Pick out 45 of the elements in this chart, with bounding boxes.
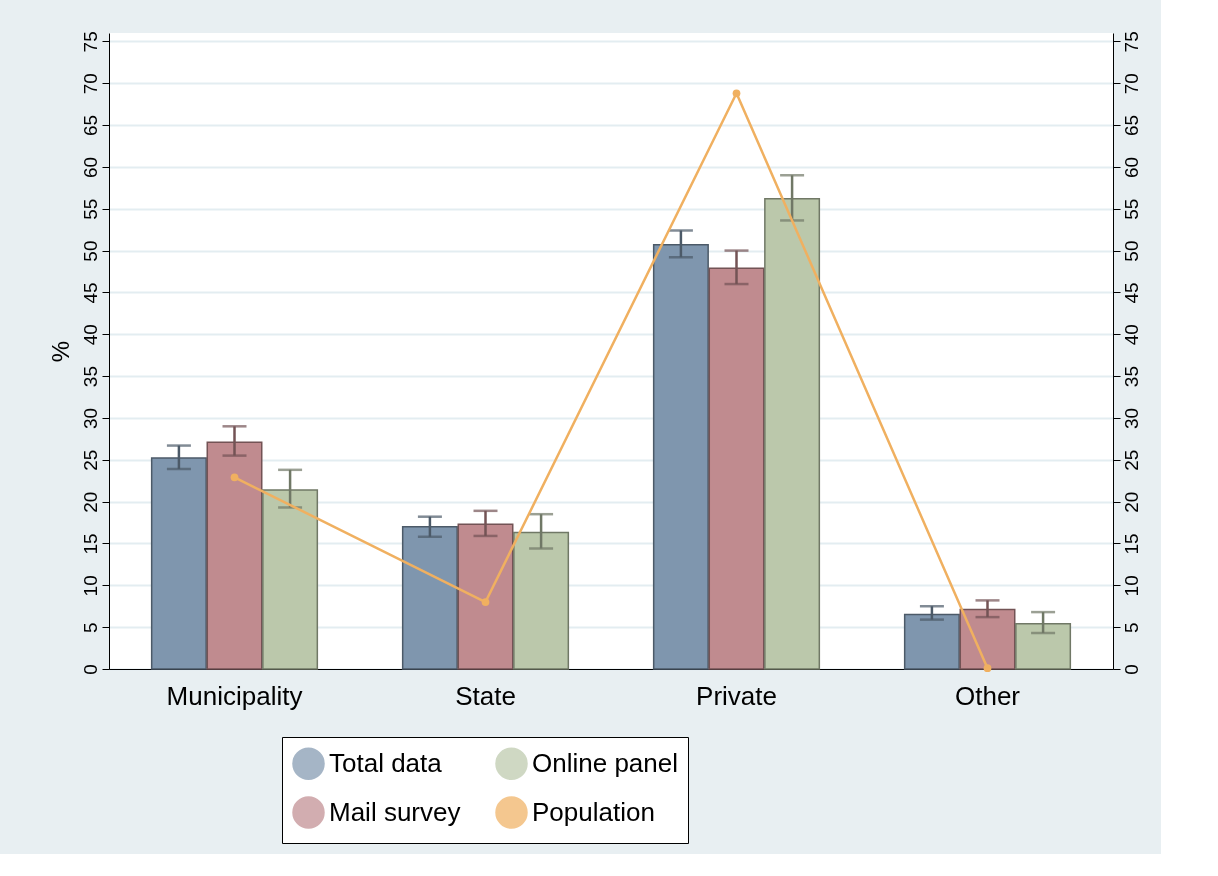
y-tick-label: 5 bbox=[79, 622, 101, 633]
x-tick-label: State bbox=[455, 680, 516, 711]
y-tick-label: 50 bbox=[79, 240, 101, 262]
y-tick-label: 0 bbox=[79, 664, 101, 675]
y2-tick-label: 5 bbox=[1120, 622, 1142, 633]
y-tick-label: 75 bbox=[79, 31, 101, 53]
y2-tick-label: 75 bbox=[1120, 31, 1142, 53]
y-tick-label: 45 bbox=[79, 282, 101, 304]
point bbox=[481, 598, 490, 606]
y-tick-label: 40 bbox=[79, 324, 101, 346]
y2-tick-label: 15 bbox=[1120, 533, 1142, 555]
y2-tick-label: 60 bbox=[1120, 156, 1142, 178]
y-tick-label: 30 bbox=[79, 407, 101, 430]
y-tick-label: 65 bbox=[79, 114, 101, 137]
legend-label: Mail survey bbox=[329, 796, 461, 827]
y2-tick-label: 45 bbox=[1120, 282, 1142, 304]
y2-tick-label: 0 bbox=[1120, 664, 1142, 675]
y-tick-label: 60 bbox=[79, 156, 101, 178]
y-tick-label: 70 bbox=[79, 73, 101, 95]
y2-tick-label: 50 bbox=[1120, 240, 1142, 262]
x-tick-label: Private bbox=[696, 680, 777, 711]
y2-tick-label: 20 bbox=[1120, 491, 1142, 513]
y2-tick-label: 35 bbox=[1120, 366, 1142, 388]
y2-tick-label: 30 bbox=[1120, 407, 1142, 430]
y-tick-label: 25 bbox=[79, 449, 101, 471]
legend-label: Population bbox=[532, 796, 655, 827]
y-tick-label: 55 bbox=[79, 198, 101, 220]
point bbox=[230, 473, 239, 482]
y2-tick-label: 65 bbox=[1120, 114, 1142, 137]
y2-tick-label: 40 bbox=[1120, 324, 1142, 346]
point bbox=[983, 664, 992, 673]
y-tick-label: 20 bbox=[79, 491, 101, 513]
y-axis-title: % bbox=[46, 340, 74, 363]
legend-label: Online panel bbox=[532, 747, 678, 778]
x-tick-label: Other bbox=[954, 680, 1021, 711]
y-tick-label: 35 bbox=[79, 366, 101, 388]
point bbox=[732, 89, 741, 98]
legend-label: Total data bbox=[329, 747, 443, 778]
y-tick-label: 15 bbox=[79, 533, 101, 555]
y-tick-label: 10 bbox=[79, 575, 101, 597]
y2-tick-label: 55 bbox=[1120, 198, 1142, 220]
y2-tick-label: 25 bbox=[1120, 449, 1142, 471]
x-tick-label: Municipality bbox=[166, 680, 303, 711]
y2-tick-label: 10 bbox=[1120, 575, 1142, 597]
y2-tick-label: 70 bbox=[1120, 73, 1142, 95]
